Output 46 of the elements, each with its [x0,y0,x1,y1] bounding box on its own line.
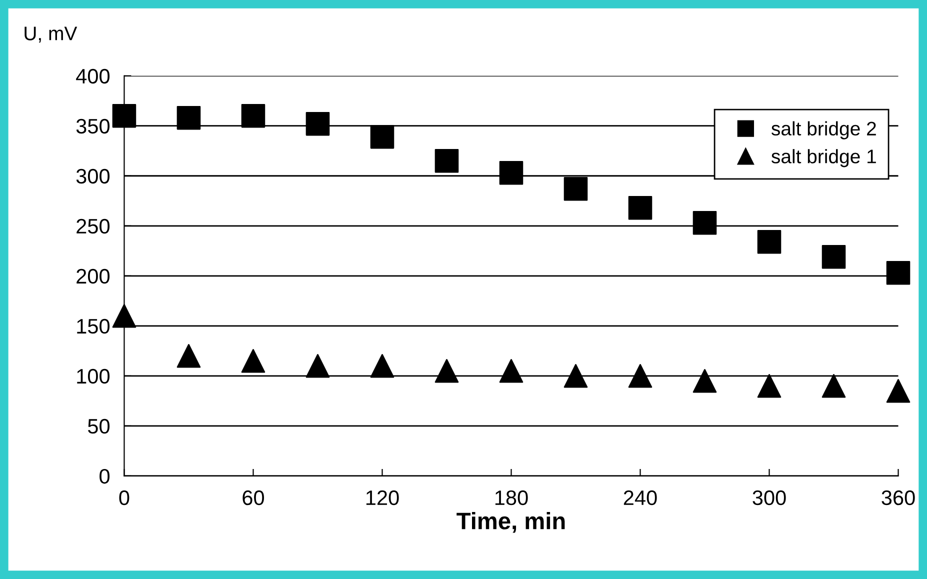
x-axis-title: Time, min [456,512,565,533]
y-tick-label: 50 [88,418,110,434]
point [306,354,330,378]
point [306,112,330,136]
x-tick-label: 180 [495,490,528,506]
point [757,374,782,398]
point [499,160,524,185]
point [822,244,846,269]
point [692,210,717,235]
point [370,124,394,149]
point [886,261,910,285]
point [434,148,459,173]
point [370,354,394,378]
point [564,176,588,201]
legend-label: salt bridge 1 [771,149,876,168]
y-axis-title: U, mV [24,26,78,43]
point [176,344,201,368]
point [628,364,652,388]
point [176,106,201,130]
x-tick-label: 60 [242,490,264,506]
y-tick-label: 150 [77,318,110,334]
y-tick-label: 200 [76,268,110,284]
point [822,374,846,398]
point [886,379,910,403]
point [692,369,717,393]
x-tick-label: 300 [752,490,786,506]
x-tick-label: 240 [624,490,657,506]
x-tick-label: 360 [882,490,915,506]
point [112,104,136,128]
point [241,104,266,128]
x-tick-label: 120 [366,490,399,506]
x-tick-label: 0 [119,490,130,506]
point [434,359,459,383]
point [112,304,136,328]
legend-label: salt bridge 2 [771,121,876,140]
point [628,196,652,220]
point [757,230,782,254]
y-tick-label: 400 [76,68,110,84]
point [564,364,588,388]
y-tick-label: 300 [76,168,110,184]
y-tick-label: 0 [100,468,110,484]
y-tick-label: 250 [76,218,110,234]
y-tick-label: 350 [76,118,110,134]
y-tick-label: 100 [77,368,110,384]
point [241,349,266,373]
point [499,359,524,383]
